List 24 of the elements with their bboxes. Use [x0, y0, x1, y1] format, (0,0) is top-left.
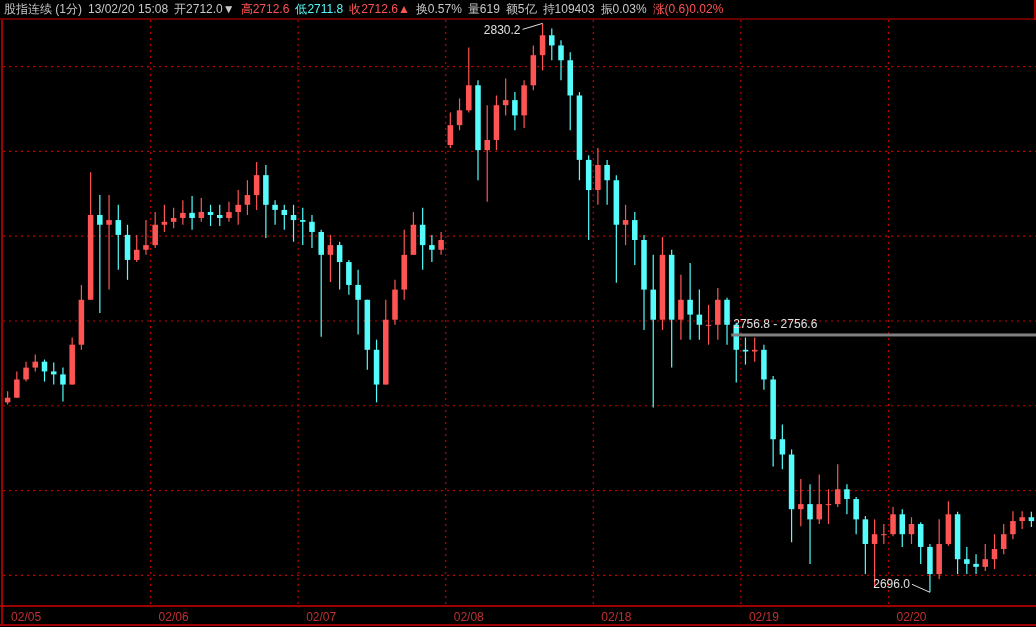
text: 量619	[467, 2, 501, 16]
text: 低2711.8	[295, 2, 344, 16]
x-tick-label: 02/08	[453, 610, 485, 624]
x-tick-label: 02/19	[748, 610, 780, 624]
annotation: 2696.0	[873, 577, 911, 592]
text: 涨(0.6)0.02%	[652, 2, 724, 16]
x-tick-label: 02/18	[601, 610, 632, 624]
x-tick-label: 02/06	[158, 610, 189, 624]
band-label: 2756.8 - 2756.6	[733, 316, 818, 331]
text: 持109403	[542, 2, 595, 16]
chart-title: 股指连续 (1分)	[4, 2, 82, 16]
annotation: 2696.0	[873, 577, 931, 593]
text: 额5亿	[505, 2, 537, 16]
annotation: 2830.2	[483, 22, 544, 38]
x-tick-label: 02/07	[306, 610, 337, 624]
text: 开2712.0▼	[174, 2, 235, 16]
text: 收2712.6▲	[349, 2, 410, 16]
annotation: 2830.2	[483, 23, 521, 38]
x-tick-label: 02/20	[896, 610, 927, 624]
text: 13/02/20 15:08	[88, 2, 169, 16]
text: 振0.03%	[600, 2, 647, 16]
x-tick-label: 02/05	[11, 610, 42, 624]
text: 换0.57%	[415, 2, 463, 16]
text: 高2712.6	[240, 2, 290, 16]
